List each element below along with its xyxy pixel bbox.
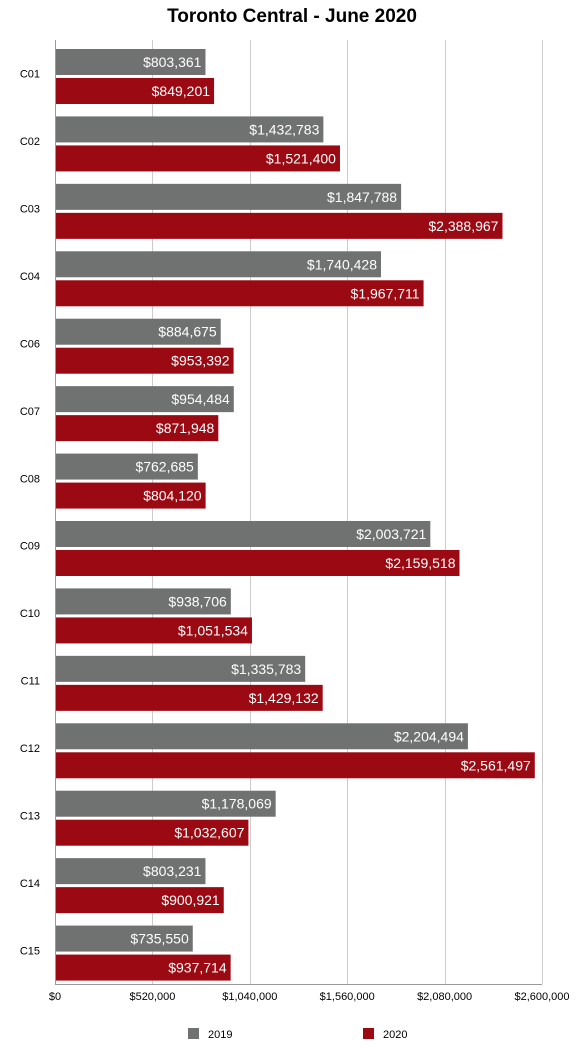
category-label: C07 xyxy=(20,406,40,418)
x-tick-label: $1,040,000 xyxy=(222,991,277,1003)
bar-2020 xyxy=(56,684,323,711)
category-label: C03 xyxy=(20,204,40,216)
category-label: C12 xyxy=(20,743,40,755)
bar-2019 xyxy=(56,723,468,750)
bar-value-label: $2,561,497 xyxy=(461,757,531,773)
bar-2019 xyxy=(56,49,206,75)
bar-value-label: $871,948 xyxy=(156,420,215,436)
category-label: C13 xyxy=(20,810,40,822)
category-label: C14 xyxy=(20,878,40,890)
bar-value-label: $1,178,069 xyxy=(202,796,272,812)
bar-2020 xyxy=(56,752,535,779)
bar-2019 xyxy=(56,318,221,345)
bar-value-label: $1,051,534 xyxy=(178,622,248,638)
bar-value-label: $735,550 xyxy=(130,931,189,947)
bars: $803,361 $849,201 $1,432,783 $1,521,400 $1,8… xyxy=(56,49,535,981)
bar-value-label: $937,714 xyxy=(168,960,227,976)
legend-swatch-2020 xyxy=(363,1028,374,1039)
bar-2020 xyxy=(56,212,503,239)
bar-value-label: $803,361 xyxy=(143,54,202,70)
bar-value-label: $1,032,607 xyxy=(174,825,244,841)
bar-value-label: $1,521,400 xyxy=(266,150,336,166)
bar-value-label: $2,159,518 xyxy=(385,555,455,571)
bar-value-label: $900,921 xyxy=(161,892,220,908)
bar-value-label: $954,484 xyxy=(171,391,230,407)
bar-2020 xyxy=(56,954,231,981)
bar-value-label: $938,706 xyxy=(168,593,227,609)
bar-value-label: $2,003,721 xyxy=(356,526,426,542)
chart-title: Toronto Central - June 2020 xyxy=(167,6,417,27)
x-tick-label: $0 xyxy=(49,991,61,1003)
bar-2020 xyxy=(56,280,424,307)
bar-2019 xyxy=(56,521,431,547)
legend-label: 2019 xyxy=(208,1029,232,1041)
bar-2019 xyxy=(56,925,193,952)
bar-2020 xyxy=(56,819,249,846)
bar-2019 xyxy=(56,386,234,413)
bar-2019 xyxy=(56,858,206,885)
bar-value-label: $1,847,788 xyxy=(327,189,397,205)
category-label: C08 xyxy=(20,473,40,485)
bar-2020 xyxy=(56,145,340,172)
bar-value-label: $804,120 xyxy=(143,488,202,504)
bar-value-label: $849,201 xyxy=(152,83,211,99)
bar-value-label: $762,685 xyxy=(135,459,194,475)
bar-value-label: $1,429,132 xyxy=(249,690,319,706)
category-label: C15 xyxy=(20,945,40,957)
bar-2019 xyxy=(56,655,306,682)
legend-label: 2020 xyxy=(383,1029,407,1041)
category-label: C11 xyxy=(21,676,40,688)
bar-2020 xyxy=(56,550,460,576)
bar-2020 xyxy=(56,887,224,914)
x-tick-label: $1,560,000 xyxy=(320,991,375,1003)
legend-swatch-2019 xyxy=(188,1028,199,1039)
bar-value-label: $1,432,783 xyxy=(249,121,319,137)
category-label: C04 xyxy=(20,271,40,283)
bar-value-label: $1,967,711 xyxy=(351,285,420,301)
bar-2020 xyxy=(56,617,252,644)
bar-2020 xyxy=(56,415,219,442)
bar-2019 xyxy=(56,183,402,210)
x-tick-label: $2,600,000 xyxy=(514,991,569,1003)
bar-2019 xyxy=(56,453,198,480)
bar-2020 xyxy=(56,78,215,104)
bar-2019 xyxy=(56,251,381,278)
bar-value-label: $2,388,967 xyxy=(428,218,498,234)
x-tick-label: $2,080,000 xyxy=(417,991,472,1003)
bar-2019 xyxy=(56,790,276,817)
bar-value-label: $803,231 xyxy=(143,863,202,879)
x-axis-tick-labels: $0 $520,000 $1,040,000 $1,560,000 $2,080,000… xyxy=(49,991,570,1003)
bar-2020 xyxy=(56,347,234,374)
bar-value-label: $2,204,494 xyxy=(394,728,464,744)
category-label: C01 xyxy=(20,69,40,81)
category-labels: C01 C02 C03 C04 C06 C07 C08 C09 C10 C11 C12 C13 C14 C… xyxy=(20,69,40,958)
category-label: C10 xyxy=(20,608,40,620)
bar-value-label: $1,335,783 xyxy=(231,661,301,677)
bar-value-label: $953,392 xyxy=(171,353,230,369)
bar-value-label: $1,740,428 xyxy=(307,256,377,272)
bar-value-label: $884,675 xyxy=(158,324,217,340)
category-label: C06 xyxy=(20,338,40,350)
legend: 2019 2020 xyxy=(188,1028,407,1041)
x-tick-label: $520,000 xyxy=(129,991,175,1003)
category-label: C09 xyxy=(20,541,40,553)
category-label: C02 xyxy=(20,136,40,148)
bar-2019 xyxy=(56,588,231,615)
bar-2019 xyxy=(56,116,324,143)
bar-2020 xyxy=(56,482,206,509)
